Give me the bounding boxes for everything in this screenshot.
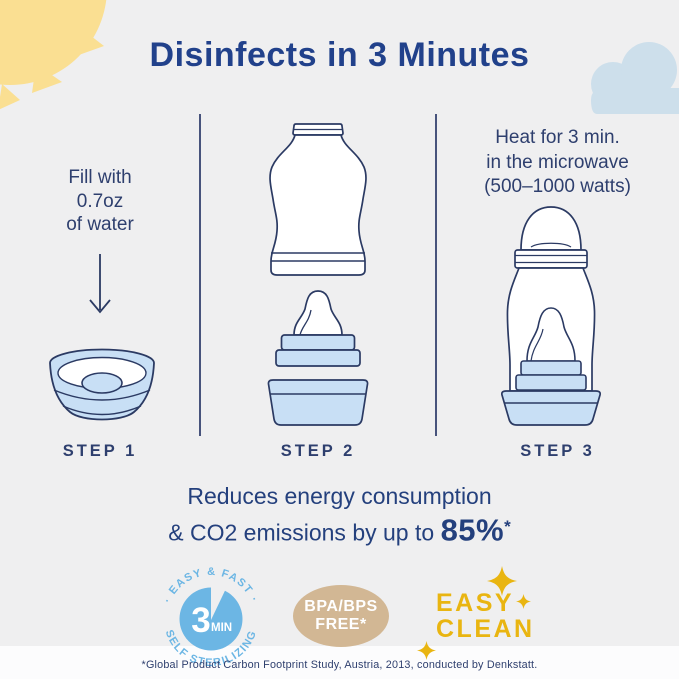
down-arrow-icon <box>89 254 111 314</box>
step2-label: STEP 2 <box>280 442 356 460</box>
page-title: Disinfects in 3 Minutes <box>149 36 530 74</box>
cloud-icon <box>591 42 679 114</box>
easy-clean-badge: EASY CLEAN <box>436 590 556 642</box>
nipple-and-ring-illustration <box>275 290 361 367</box>
sun-icon <box>0 0 107 110</box>
step3-instruction: Heat for 3 min. in the microwave (500–10… <box>484 127 631 197</box>
assembled-bottle-illustration <box>500 206 602 426</box>
energy-claim: Reduces energy consumption & CO2 emissio… <box>0 483 679 550</box>
badge-min-unit: MIN <box>211 622 232 634</box>
footnote: *Global Product Carbon Footprint Study, … <box>141 659 538 671</box>
claim-line1: Reduces energy consumption <box>187 483 492 509</box>
sparkle-icon-small <box>516 594 531 609</box>
sparkle-icon-bottom-left <box>417 641 436 660</box>
badge-3-number: 3 <box>191 601 210 640</box>
step3-label: STEP 3 <box>520 442 595 460</box>
step1-instruction: Fill with 0.7oz of water <box>66 167 134 235</box>
column-divider-right <box>435 114 437 436</box>
bpa-line2: FREE* <box>315 616 367 633</box>
bpa-free-badge: BPA/BPS FREE* <box>293 585 389 647</box>
claim-highlight: 85% <box>440 512 505 548</box>
base-cup-illustration <box>267 379 369 426</box>
easy-clean-line1: EASY <box>436 589 515 617</box>
easy-clean-line2: CLEAN <box>436 615 535 643</box>
sparkle-icon-large <box>487 566 517 596</box>
timer-wedge <box>211 585 226 620</box>
step1-label: STEP 1 <box>62 442 138 460</box>
claim-line2: & CO2 emissions by up to 85%* <box>168 512 511 548</box>
bpa-line1: BPA/BPS <box>304 598 378 615</box>
self-sterilizing-badge: · EASY & FAST · SELF STERILIZING 3 MIN <box>161 566 259 669</box>
claim-asterisk: * <box>504 517 511 536</box>
bottle-body-illustration <box>269 123 367 276</box>
footer-strip <box>0 646 679 679</box>
sterilizer-bowl-illustration <box>49 348 155 421</box>
column-divider-left <box>199 114 201 436</box>
